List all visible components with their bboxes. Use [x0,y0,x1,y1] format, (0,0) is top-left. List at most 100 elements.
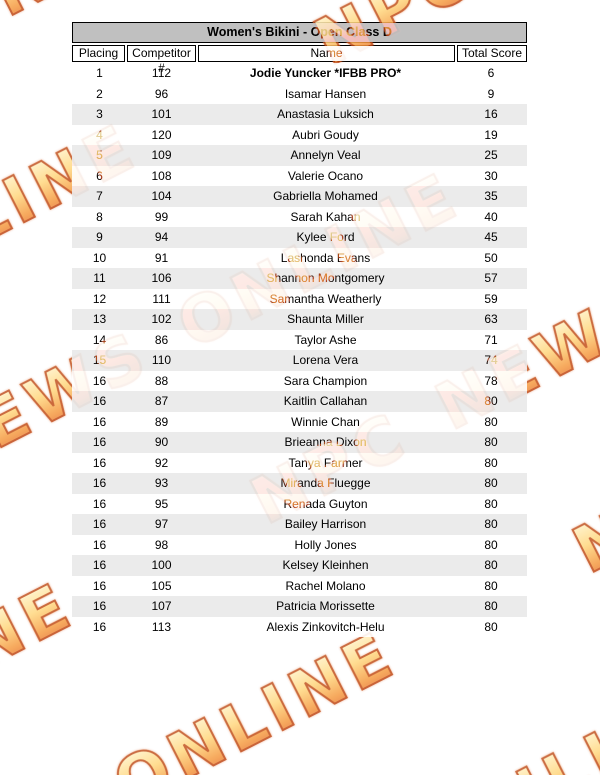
table-row: 1 112 Jodie Yuncker *IFBB PRO* 6 [72,63,527,84]
cell-competitor-number: 96 [154,86,169,101]
cell-total-score: 80 [484,558,498,572]
cell-total-score: 80 [484,414,498,429]
cell-total-score: 40 [484,209,498,224]
cell-name: Patricia Morissette [276,599,375,613]
cell-competitor-number: 108 [151,168,172,183]
cell-total-score: 57 [484,271,498,285]
column-header-total-score: Total Score [457,45,527,62]
cell-total-score: 30 [484,168,498,183]
cell-competitor-number: 91 [154,250,169,265]
cell-name: Holly Jones [294,537,357,552]
cell-total-score: 59 [484,291,498,306]
cell-name: Brieanna Dixon [284,435,367,449]
table-row: 7 104 Gabriella Mohamed 35 [72,186,527,207]
table-row: 16 107 Patricia Morissette 80 [72,596,527,617]
cell-placing: 16 [92,517,107,531]
cell-total-score: 19 [484,127,498,142]
cell-total-score: 63 [484,312,498,326]
cell-placing: 16 [92,476,107,490]
cell-total-score: 80 [484,537,498,552]
cell-name: Aubri Goudy [292,127,359,142]
cell-competitor-number: 97 [154,517,169,531]
cell-name: Rachel Molano [285,578,366,593]
table-header-row: Placing Competitor # Name Total Score [72,45,527,75]
table-row: 5 109 Annelyn Veal 25 [72,145,527,166]
cell-competitor-number: 94 [154,230,169,244]
cell-name: Gabriella Mohamed [273,189,378,203]
cell-total-score: 35 [484,189,498,203]
cell-name: Shannon Montgomery [266,271,385,285]
cell-total-score: 80 [484,619,498,634]
table-row: 10 91 Lashonda Evans 50 [72,247,527,268]
cell-total-score: 80 [484,476,498,490]
cell-name: Kelsey Kleinhen [282,558,369,572]
cell-placing: 14 [92,332,107,347]
table-row: 9 94 Kylee Ford 45 [72,227,527,248]
table-row: 11 106 Shannon Montgomery 57 [72,268,527,289]
cell-competitor-number: 100 [151,558,172,572]
cell-competitor-number: 111 [152,291,171,306]
cell-name: Alexis Zinkovitch-Helu [266,619,385,634]
table-row: 16 105 Rachel Molano 80 [72,575,527,596]
cell-competitor-number: 101 [151,107,172,121]
table-row: 16 113 Alexis Zinkovitch-Helu 80 [72,616,527,637]
table-row: 12 111 Samantha Weatherly 59 [72,288,527,309]
cell-name: Lashonda Evans [280,250,371,265]
cell-competitor-number: 105 [151,578,172,593]
cell-placing: 8 [96,209,103,224]
cell-name: Anastasia Luksich [277,107,374,121]
cell-placing: 13 [92,312,107,326]
table-title: Women's Bikini - Open Class D [72,22,527,43]
cell-competitor-number: 89 [154,414,169,429]
cell-placing: 16 [92,373,107,388]
table-row: 16 100 Kelsey Kleinhen 80 [72,555,527,576]
cell-name: Samantha Weatherly [269,291,382,306]
cell-competitor-number: 86 [154,332,169,347]
column-header-placing: Placing [72,45,125,62]
table-row: 16 87 Kaitlin Callahan 80 [72,391,527,412]
cell-competitor-number: 99 [154,209,169,224]
cell-name: Valerie Ocano [287,168,364,183]
cell-total-score: 80 [484,496,498,511]
cell-name: Annelyn Veal [290,148,361,162]
table-row: 15 110 Lorena Vera 74 [72,350,527,371]
cell-name: Miranda Fluegge [280,476,371,490]
cell-placing: 4 [96,127,103,142]
cell-name: Renada Guyton [283,496,368,511]
cell-total-score: 9 [487,86,495,101]
cell-placing: 5 [96,148,103,162]
cell-competitor-number: 109 [151,148,172,162]
column-header-competitor-number: Competitor # [127,45,196,75]
cell-total-score: 78 [484,373,498,388]
cell-name: Kaitlin Callahan [283,394,368,408]
cell-competitor-number: 102 [151,312,172,326]
cell-name: Kylee Ford [296,230,355,244]
table-row: 16 89 Winnie Chan 80 [72,411,527,432]
cell-total-score: 74 [484,353,498,367]
cell-name: Taylor Ashe [294,332,357,347]
cell-total-score: 71 [484,332,498,347]
table-row: 16 98 Holly Jones 80 [72,534,527,555]
cell-competitor-number: 110 [151,353,172,367]
cell-placing: 16 [92,599,107,613]
table-row: 14 86 Taylor Ashe 71 [72,329,527,350]
cell-competitor-number: 113 [151,619,172,634]
cell-placing: 16 [92,578,107,593]
cell-total-score: 50 [484,250,498,265]
cell-placing: 2 [96,86,103,101]
cell-name: Shaunta Miller [287,312,364,326]
cell-name: Tanya Farmer [288,455,363,470]
cell-competitor-number: 104 [151,189,172,203]
table-row: 16 93 Miranda Fluegge 80 [72,473,527,494]
table-row: 16 97 Bailey Harrison 80 [72,514,527,535]
cell-placing: 9 [96,230,103,244]
table-row: 3 101 Anastasia Luksich 16 [72,104,527,125]
cell-placing: 16 [92,537,107,552]
table-row: 16 95 Renada Guyton 80 [72,493,527,514]
cell-placing: 11 [93,271,106,285]
cell-total-score: 25 [484,148,498,162]
cell-total-score: 80 [484,394,498,408]
cell-competitor-number: 98 [154,537,169,552]
cell-competitor-number: 107 [151,599,172,613]
